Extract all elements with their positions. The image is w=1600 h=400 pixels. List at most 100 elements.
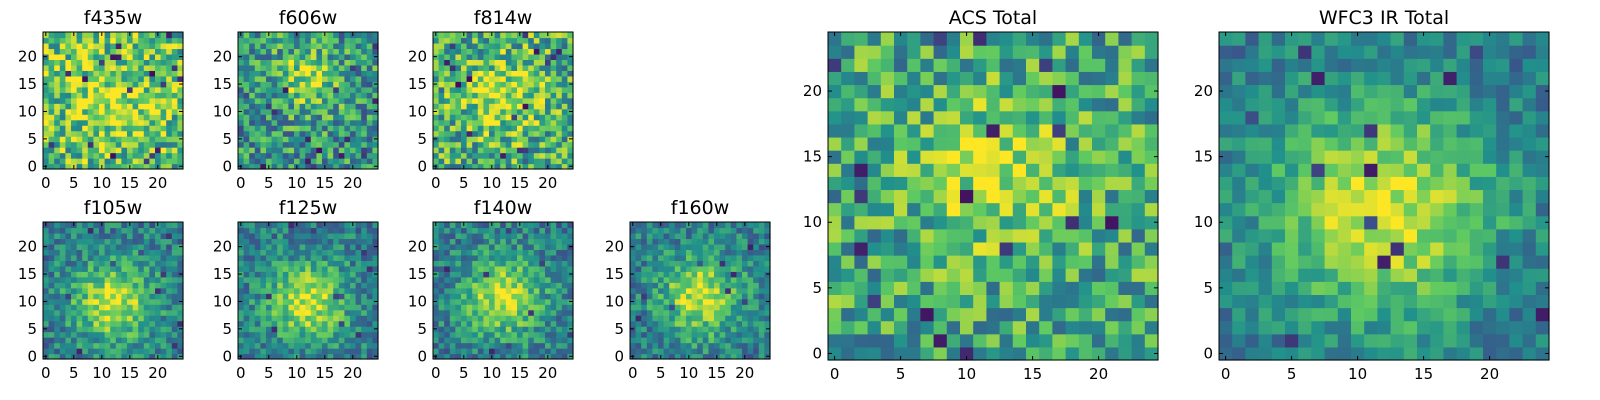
- heatmap-cell: [299, 92, 306, 99]
- heatmap-cell: [663, 293, 670, 300]
- heatmap-cell: [110, 348, 117, 355]
- heatmap-cell: [1039, 320, 1053, 335]
- heatmap-cell: [54, 37, 61, 44]
- heatmap-cell: [43, 337, 50, 344]
- heatmap-cell: [344, 59, 351, 66]
- heatmap-cell: [155, 232, 162, 240]
- heatmap-cell: [477, 238, 484, 245]
- heatmap-cell: [149, 32, 156, 39]
- heatmap-cell: [444, 315, 451, 322]
- heatmap-cell: [121, 42, 128, 50]
- heatmap-cell: [539, 64, 546, 71]
- heatmap-cell: [333, 92, 340, 99]
- heatmap-cell: [288, 86, 295, 93]
- heatmap-cell: [282, 136, 289, 143]
- heatmap-cell: [511, 265, 518, 272]
- heatmap-cell: [556, 64, 563, 71]
- heatmap-cell: [567, 97, 574, 104]
- heatmap-cell: [702, 326, 709, 333]
- heatmap-cell: [277, 32, 284, 39]
- heatmap-cell: [556, 315, 563, 322]
- heatmap-cell: [166, 42, 173, 50]
- heatmap-cell: [500, 232, 507, 240]
- heatmap-cell: [160, 232, 167, 240]
- heatmap-cell: [305, 293, 312, 300]
- heatmap-cell: [350, 59, 357, 66]
- heatmap-cell: [828, 320, 842, 335]
- heatmap-cell: [243, 276, 250, 283]
- heatmap-cell: [742, 276, 749, 283]
- heatmap-cell: [288, 293, 295, 300]
- heatmap-cell: [76, 293, 83, 300]
- heatmap-cell: [238, 287, 245, 294]
- heatmap-cell: [494, 42, 501, 50]
- heatmap-cell: [310, 287, 317, 294]
- heatmap-cell: [177, 64, 184, 71]
- heatmap-cell: [494, 125, 501, 132]
- heatmap-cell: [93, 271, 100, 278]
- heatmap-cell: [517, 298, 524, 305]
- heatmap-cell: [177, 32, 184, 39]
- heatmap-cell: [1118, 268, 1133, 282]
- heatmap-cell: [249, 265, 256, 272]
- heatmap-cell: [138, 53, 145, 60]
- heatmap-cell: [310, 81, 317, 88]
- heatmap-cell: [82, 152, 89, 159]
- heatmap-cell: [561, 119, 568, 126]
- heatmap-cell: [294, 97, 301, 104]
- heatmap-cell: [333, 254, 340, 261]
- heatmap-cell: [294, 48, 301, 55]
- heatmap-cell: [254, 97, 261, 104]
- heatmap-cell: [48, 136, 55, 143]
- heatmap-cell: [127, 315, 134, 322]
- heatmap-cell: [691, 243, 698, 250]
- heatmap-cell: [550, 353, 557, 360]
- heatmap-cell: [316, 92, 323, 99]
- heatmap-cell: [960, 163, 974, 177]
- heatmap-cell: [500, 32, 507, 39]
- heatmap-cell: [907, 163, 921, 177]
- heatmap-cell: [894, 150, 908, 164]
- heatmap-cell: [758, 238, 765, 245]
- heatmap-cell: [249, 309, 256, 316]
- heatmap-cell: [87, 249, 94, 256]
- heatmap-cell: [238, 265, 245, 272]
- heatmap-cell: [691, 353, 698, 360]
- heatmap-cell: [505, 232, 512, 240]
- heatmap-cell: [505, 348, 512, 355]
- heatmap-cell: [99, 320, 106, 327]
- heatmap-cell: [828, 215, 842, 230]
- heatmap-cell: [54, 103, 61, 110]
- heatmap-cell: [505, 254, 512, 261]
- heatmap-cell: [854, 176, 869, 191]
- heatmap-cell: [260, 238, 267, 245]
- heatmap-cell: [708, 304, 715, 311]
- heatmap-cell: [1118, 307, 1133, 322]
- heatmap-cell: [433, 152, 440, 159]
- heatmap-cell: [758, 309, 765, 316]
- heatmap-cell: [82, 342, 89, 349]
- heatmap-cell: [366, 86, 373, 93]
- heatmap-cell: [522, 158, 529, 165]
- heatmap-cell: [438, 271, 445, 278]
- heatmap-cell: [249, 315, 256, 322]
- heatmap-cell: [641, 287, 648, 294]
- heatmap-cell: [138, 32, 145, 39]
- heatmap-cell: [76, 119, 83, 126]
- heatmap-cell: [854, 241, 869, 256]
- heatmap-cell: [433, 249, 440, 256]
- heatmap-cell: [449, 331, 456, 338]
- heatmap-cell: [736, 337, 743, 344]
- heatmap-cell: [567, 158, 574, 165]
- heatmap-cell: [725, 276, 732, 283]
- heatmap-cell: [243, 81, 250, 88]
- heatmap-cell: [550, 97, 557, 104]
- heatmap-cell: [686, 260, 693, 267]
- heatmap-cell: [166, 136, 173, 143]
- heatmap-cell: [702, 342, 709, 349]
- heatmap-cell: [110, 293, 117, 300]
- heatmap-cell: [350, 37, 357, 44]
- heatmap-cell: [489, 136, 496, 143]
- heatmap-cell: [71, 125, 78, 132]
